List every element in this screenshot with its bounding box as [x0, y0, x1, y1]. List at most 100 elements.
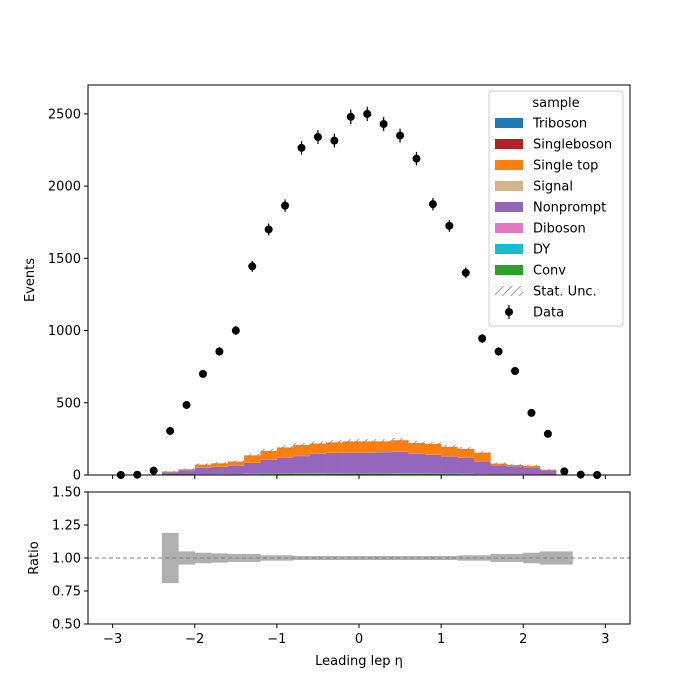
data-point: [543, 429, 552, 438]
ratio-tick-label: 1.25: [52, 519, 81, 534]
legend-item-stat-unc: Stat. Unc.: [495, 285, 597, 300]
stat-unc-hatch: [260, 449, 277, 453]
legend-item-triboson: Triboson: [495, 117, 587, 132]
stat-unc-hatch: [227, 460, 245, 463]
y-tick-label: 2000: [48, 180, 81, 195]
ratio-tick-label: 1.00: [52, 552, 81, 567]
stack-bar-nonprompt: [227, 465, 245, 475]
stack-bar-nonprompt: [375, 452, 393, 474]
stack-bar-single-top: [211, 463, 228, 467]
stat-unc-hatch: [375, 439, 392, 444]
stack-bar-nonprompt: [211, 466, 228, 475]
x-tick-label: 2: [519, 632, 527, 647]
legend-swatch: [495, 265, 523, 275]
ratio-unc-bar: [359, 556, 376, 560]
legend-swatch: [495, 118, 523, 128]
ratio-unc-bar: [161, 532, 179, 584]
stat-unc-hatch: [473, 450, 491, 455]
stack-bar-single-top: [424, 443, 442, 455]
y-axis-label: Events: [23, 258, 38, 302]
data-point: [166, 426, 175, 435]
ratio-tick-label: 0.50: [52, 618, 81, 633]
stack-bar-conv: [408, 473, 425, 475]
stack-bar-single-top: [391, 440, 409, 452]
stack-bar-nonprompt: [276, 457, 294, 474]
ratio-unc-bar: [539, 551, 557, 565]
stack-bar-nonprompt: [178, 470, 196, 475]
stack-bar-single-top: [194, 464, 212, 468]
data-point: [149, 466, 158, 475]
stack-bar-single-top: [359, 441, 376, 453]
data-point: [412, 154, 421, 163]
stat-unc-hatch: [506, 463, 524, 467]
stat-unc-hatch: [194, 463, 212, 466]
ratio-unc-bar: [457, 555, 475, 561]
stat-unc-hatch: [276, 445, 294, 450]
ratio-y-axis-label: Ratio: [27, 541, 42, 574]
stacked-histogram: [161, 437, 557, 475]
main-panel: 0 500 1000 1500 2000 2500 Events: [23, 84, 631, 484]
legend-label: Nonprompt: [533, 201, 606, 216]
data-point: [248, 262, 257, 271]
stack-bar-conv: [391, 473, 409, 475]
stack-bar-nonprompt: [424, 454, 442, 474]
ratio-unc-bar: [309, 556, 327, 560]
ratio-tick-label: 1.50: [52, 486, 81, 501]
legend-item-diboson: Diboson: [495, 222, 586, 237]
stack-bar-single-top: [342, 441, 360, 453]
stack-bar-conv: [326, 473, 343, 475]
data-point: [182, 400, 191, 409]
stack-bar-conv: [359, 473, 376, 475]
stat-unc-hatch: [244, 453, 261, 458]
stack-bar-nonprompt: [539, 470, 557, 475]
stack-bar-nonprompt: [391, 451, 409, 474]
ratio-x-ticks: −3 −2 −1 0 1 2 3: [103, 624, 610, 647]
stack-bar-single-top: [309, 443, 327, 454]
data-point: [363, 109, 372, 118]
data-point: [264, 225, 273, 234]
x-axis-label: Leading lep η: [315, 654, 403, 669]
stack-bar-single-top: [473, 452, 491, 462]
legend-item-conv: Conv: [495, 264, 566, 279]
legend-swatch: [495, 286, 523, 296]
stat-unc-hatch: [539, 468, 557, 471]
legend-items: Triboson Singleboson Single top Signal Nonpr…: [495, 117, 612, 321]
stack-bar-nonprompt: [408, 453, 425, 474]
legend-item-single-top: Single top: [495, 159, 598, 174]
data-point: [198, 369, 207, 378]
legend-label: Signal: [533, 180, 573, 195]
y-tick-label: 1000: [48, 324, 81, 339]
stat-unc-hatch: [441, 444, 458, 449]
legend-label: Data: [533, 306, 564, 321]
stack-bar-conv: [342, 473, 360, 475]
stack-bar-nonprompt: [244, 463, 261, 474]
data-points: [116, 106, 602, 479]
data-point: [445, 221, 454, 230]
stack-bar-single-top: [326, 442, 343, 453]
x-tick-label: 1: [437, 632, 445, 647]
stat-unc-hatch: [293, 442, 310, 448]
x-tick-label: −2: [185, 632, 204, 647]
legend-swatch: [495, 244, 523, 254]
stat-unc-hatch: [359, 439, 376, 444]
data-point: [346, 112, 355, 121]
stack-bar-nonprompt: [490, 465, 508, 475]
y-tick-label: 500: [56, 396, 81, 411]
legend-swatch: [495, 223, 523, 233]
ratio-panel: 0.50 0.75 1.00 1.25 1.50 −3 −2 −1 0 1 2 3 Ratio Le…: [27, 486, 631, 669]
x-tick-label: 0: [355, 632, 363, 647]
ratio-y-ticks: 0.50 0.75 1.00 1.25 1.50: [52, 486, 88, 633]
data-point: [396, 131, 405, 140]
stack-bar-nonprompt: [342, 452, 360, 473]
legend-item-signal: Signal: [495, 180, 573, 195]
stat-unc-hatch: [326, 440, 343, 445]
data-point: [527, 408, 536, 417]
stat-unc-hatch: [211, 462, 228, 465]
data-point: [215, 347, 224, 356]
stack-bar-single-top: [244, 455, 261, 463]
main-x-tick-marks: [112, 475, 606, 479]
data-point: [560, 467, 569, 476]
legend-label: Single top: [533, 159, 598, 174]
legend-label: DY: [533, 243, 550, 258]
stat-unc-hatch: [309, 441, 327, 446]
